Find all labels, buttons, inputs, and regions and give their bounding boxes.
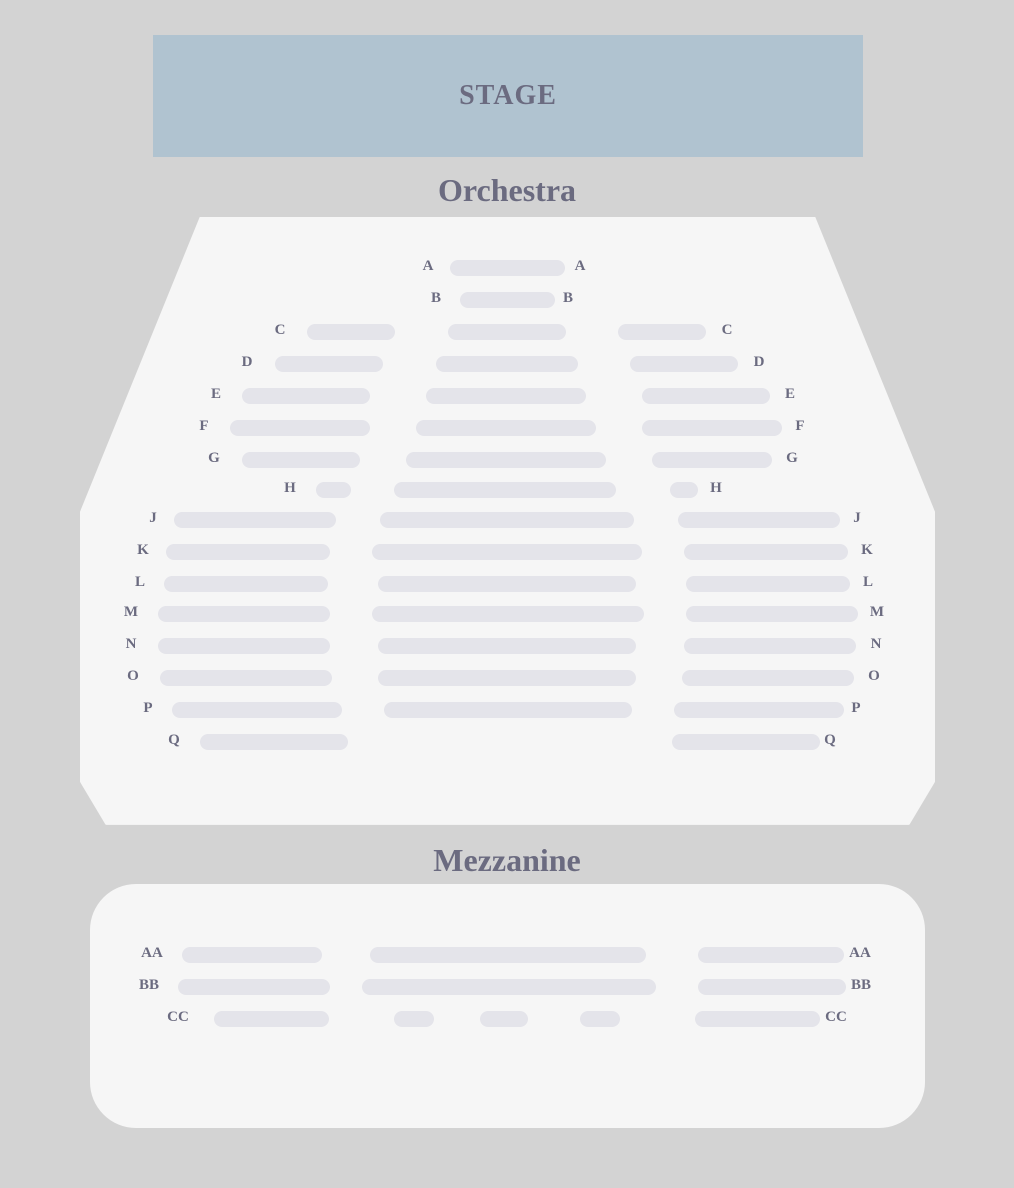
seat-row-bar[interactable] [230, 420, 370, 436]
seat-row-bar[interactable] [242, 388, 370, 404]
seat-row-bar[interactable] [316, 482, 351, 498]
mezzanine-background [90, 884, 925, 1128]
row-label-left: G [200, 450, 228, 467]
seat-row-bar[interactable] [178, 979, 330, 995]
seat-row-bar[interactable] [682, 670, 854, 686]
seat-row-bar[interactable] [164, 576, 328, 592]
row-label-left: N [117, 636, 145, 653]
seat-row-bar[interactable] [174, 512, 336, 528]
row-label-left: O [119, 668, 147, 685]
seat-row-bar[interactable] [684, 544, 848, 560]
seat-row-bar[interactable] [372, 544, 642, 560]
row-label-left: K [129, 542, 157, 559]
row-label-left: F [190, 418, 218, 435]
row-label-left: H [276, 480, 304, 497]
row-label-left: M [117, 604, 145, 621]
seat-row-bar[interactable] [450, 260, 565, 276]
row-label-right: G [778, 450, 806, 467]
row-label-right: CC [822, 1009, 850, 1026]
row-label-right: N [862, 636, 890, 653]
seat-row-bar[interactable] [214, 1011, 329, 1027]
seat-row-bar[interactable] [618, 324, 706, 340]
row-label-right: AA [846, 945, 874, 962]
seat-row-bar[interactable] [698, 979, 846, 995]
seat-row-bar[interactable] [684, 638, 856, 654]
row-label-right: E [776, 386, 804, 403]
row-label-left: L [126, 574, 154, 591]
seat-row-bar[interactable] [378, 638, 636, 654]
seat-row-bar[interactable] [166, 544, 330, 560]
seat-row-bar[interactable] [686, 576, 850, 592]
orchestra-title: Orchestra [0, 172, 1014, 209]
row-label-left: E [202, 386, 230, 403]
row-label-left: Q [160, 732, 188, 749]
seat-row-bar[interactable] [242, 452, 360, 468]
row-label-left: C [266, 322, 294, 339]
seat-row-bar[interactable] [652, 452, 772, 468]
seat-row-bar[interactable] [686, 606, 858, 622]
row-label-left: AA [138, 945, 166, 962]
stage-label: STAGE [459, 80, 557, 112]
row-label-right: F [786, 418, 814, 435]
seat-row-bar[interactable] [448, 324, 566, 340]
row-label-left: J [139, 510, 167, 527]
row-label-left: B [422, 290, 450, 307]
row-label-right: B [554, 290, 582, 307]
seat-row-bar[interactable] [695, 1011, 820, 1027]
seat-row-bar[interactable] [362, 979, 656, 995]
row-label-left: A [414, 258, 442, 275]
row-label-left: CC [164, 1009, 192, 1026]
seat-row-bar[interactable] [380, 512, 634, 528]
seat-row-bar[interactable] [307, 324, 395, 340]
seat-row-bar[interactable] [172, 702, 342, 718]
row-label-right: A [566, 258, 594, 275]
seat-row-bar[interactable] [158, 606, 330, 622]
seat-row-bar[interactable] [200, 734, 348, 750]
seat-row-bar[interactable] [406, 452, 606, 468]
row-label-left: D [233, 354, 261, 371]
seat-row-bar[interactable] [275, 356, 383, 372]
seat-row-bar[interactable] [426, 388, 586, 404]
row-label-left: BB [135, 977, 163, 994]
seat-row-bar[interactable] [672, 734, 820, 750]
seat-row-bar[interactable] [378, 576, 636, 592]
row-label-right: P [842, 700, 870, 717]
seat-row-bar[interactable] [416, 420, 596, 436]
row-label-right: M [863, 604, 891, 621]
seat-row-bar[interactable] [698, 947, 844, 963]
seat-row-bar[interactable] [642, 388, 770, 404]
seat-row-bar[interactable] [630, 356, 738, 372]
stage-block: STAGE [153, 35, 863, 157]
seat-row-bar[interactable] [158, 638, 330, 654]
seat-row-bar[interactable] [182, 947, 322, 963]
seat-row-bar[interactable] [674, 702, 844, 718]
row-label-left: P [134, 700, 162, 717]
row-label-right: H [702, 480, 730, 497]
row-label-right: D [745, 354, 773, 371]
row-label-right: K [853, 542, 881, 559]
seat-row-bar[interactable] [480, 1011, 528, 1027]
seat-row-bar[interactable] [372, 606, 644, 622]
mezzanine-title: Mezzanine [0, 842, 1014, 879]
seat-row-bar[interactable] [394, 482, 616, 498]
seat-row-bar[interactable] [678, 512, 840, 528]
row-label-right: Q [816, 732, 844, 749]
seat-row-bar[interactable] [384, 702, 632, 718]
seat-row-bar[interactable] [394, 1011, 434, 1027]
row-label-right: L [854, 574, 882, 591]
row-label-right: BB [847, 977, 875, 994]
seat-row-bar[interactable] [370, 947, 646, 963]
seat-row-bar[interactable] [460, 292, 555, 308]
row-label-right: O [860, 668, 888, 685]
row-label-right: J [843, 510, 871, 527]
seat-row-bar[interactable] [580, 1011, 620, 1027]
seat-row-bar[interactable] [436, 356, 578, 372]
seat-row-bar[interactable] [378, 670, 636, 686]
seat-row-bar[interactable] [670, 482, 698, 498]
seat-row-bar[interactable] [642, 420, 782, 436]
row-label-right: C [713, 322, 741, 339]
seat-row-bar[interactable] [160, 670, 332, 686]
